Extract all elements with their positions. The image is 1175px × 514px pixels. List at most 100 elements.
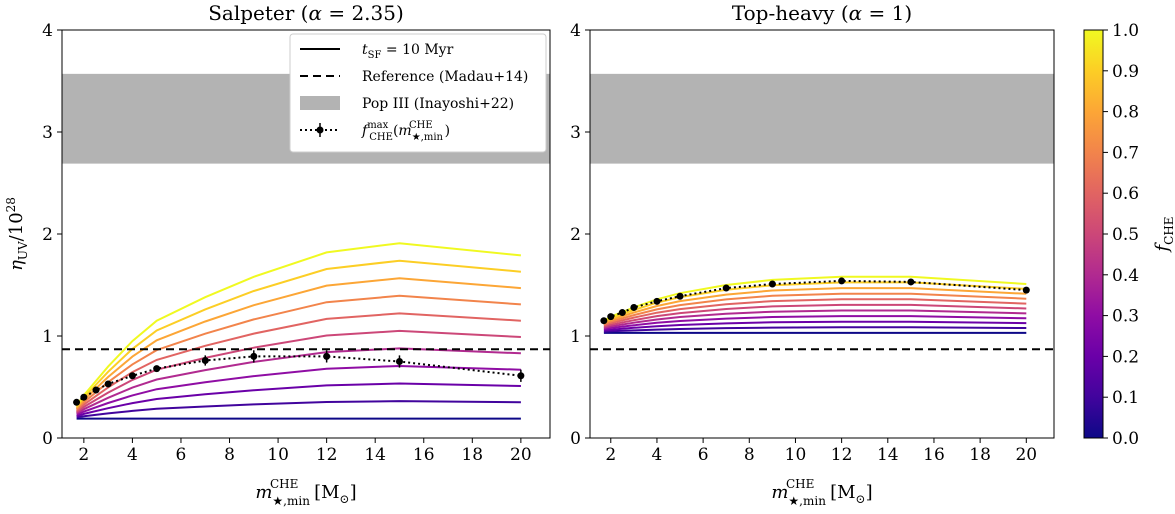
x-tick-label: 20 xyxy=(510,445,532,465)
fmax-point xyxy=(838,277,846,285)
x-tick-label: 2 xyxy=(78,445,89,465)
series-line-fche-0.5 xyxy=(76,329,521,413)
series-line-fche-0.3 xyxy=(76,364,521,416)
x-tick-label: 6 xyxy=(698,445,709,465)
legend-entry-fmax: fmax CHE(m★,minCHE) xyxy=(361,120,450,143)
series-line-fche-0.4 xyxy=(603,309,1027,329)
x-tick-label: 8 xyxy=(224,445,235,465)
legend-entry-reference: Reference (Madau+14) xyxy=(362,69,528,85)
fmax-point xyxy=(1022,286,1030,294)
x-tick-label: 20 xyxy=(1015,445,1037,465)
y-tick-label: 0 xyxy=(570,429,581,449)
series-line-fche-0.8 xyxy=(75,277,521,409)
x-tick-label: 12 xyxy=(831,445,853,465)
fmax-point xyxy=(92,386,100,394)
colorbar-tick-label: 0.6 xyxy=(1112,184,1139,204)
x-tick-label: 4 xyxy=(127,445,138,465)
x-tick-label: 14 xyxy=(877,445,899,465)
fmax-point xyxy=(73,398,81,406)
colorbar-tick-label: 0.5 xyxy=(1112,225,1139,245)
fmax-point xyxy=(250,352,258,360)
legend-band-swatch xyxy=(300,96,340,110)
series-line-fche-1.0 xyxy=(75,242,522,406)
fmax-point xyxy=(768,280,776,288)
y-tick-label: 1 xyxy=(570,327,581,347)
series-line-fche-0.9 xyxy=(75,259,521,408)
colorbar-tick-label: 0.1 xyxy=(1112,388,1139,408)
fmax-point xyxy=(907,278,915,286)
y-tick-label: 2 xyxy=(570,225,581,245)
series-line-fche-0.3 xyxy=(603,315,1027,331)
series-line-fche-0.2 xyxy=(76,382,521,417)
panel-top-heavy-title: Top-heavy (α = 1) xyxy=(732,1,912,25)
panel-salpeter-ylabel: ηUV/1028 xyxy=(4,197,30,271)
colorbar-tick-label: 0.8 xyxy=(1112,103,1139,123)
legend-entry-tsf: tSF = 10 Myr xyxy=(362,42,454,61)
x-tick-label: 10 xyxy=(785,445,807,465)
legend: tSF = 10 Myr Reference (Madau+14) Pop II… xyxy=(289,33,547,153)
x-tick-label: 6 xyxy=(176,445,187,465)
fmax-point xyxy=(104,380,112,388)
x-tick-label: 8 xyxy=(744,445,755,465)
fmax-point xyxy=(607,313,615,321)
fmax-point xyxy=(80,393,88,401)
colorbar-tick-label: 1.0 xyxy=(1112,21,1139,41)
legend-point-swatch xyxy=(316,126,324,134)
series-line-fche-0.1 xyxy=(603,326,1027,333)
colorbar-gradient xyxy=(1083,29,1104,439)
series-line-fche-0.6 xyxy=(603,298,1027,327)
y-tick-label: 4 xyxy=(570,21,581,41)
y-tick-label: 2 xyxy=(42,225,53,245)
fmax-point xyxy=(653,297,661,305)
fmax-point xyxy=(128,372,136,380)
x-tick-label: 4 xyxy=(652,445,663,465)
x-tick-label: 12 xyxy=(316,445,338,465)
fmax-curve xyxy=(76,355,522,404)
panel-salpeter-xlabel: m★,minCHE [M⊙] xyxy=(255,477,356,508)
y-tick-label: 3 xyxy=(42,123,53,143)
colorbar-tick-label: 0.9 xyxy=(1112,62,1139,82)
colorbar-tick-label: 0.3 xyxy=(1112,307,1139,327)
series-line-fche-0.5 xyxy=(603,303,1027,328)
fmax-point xyxy=(618,309,626,317)
x-tick-label: 18 xyxy=(461,445,483,465)
x-tick-label: 2 xyxy=(605,445,616,465)
legend-box xyxy=(289,33,547,153)
colorbar: 0.0 0.1 0.2 0.3 0.4 0.5 0.6 0.7 0.8 0.9 1.0 fCHE xyxy=(1083,21,1175,449)
x-tick-label: 18 xyxy=(969,445,991,465)
panel-top-heavy-plot-area xyxy=(590,73,1054,351)
colorbar-tick-label: 0.7 xyxy=(1112,143,1139,163)
colorbar-label: fCHE xyxy=(1152,216,1175,253)
legend-entry-pop3: Pop III (Inayoshi+22) xyxy=(362,96,514,112)
pop3-band xyxy=(590,73,1054,164)
colorbar-tick-label: 0.2 xyxy=(1112,347,1139,367)
x-tick-label: 16 xyxy=(413,445,435,465)
fmax-point xyxy=(517,372,525,380)
fmax-point xyxy=(323,352,331,360)
y-tick-label: 3 xyxy=(570,123,581,143)
y-tick-label: 1 xyxy=(42,327,53,347)
fmax-point xyxy=(600,317,608,325)
x-tick-label: 10 xyxy=(267,445,289,465)
fmax-point xyxy=(630,303,638,311)
colorbar-tick-label: 0.4 xyxy=(1112,266,1139,286)
panel-top-heavy-xlabel: m★,minCHE [M⊙] xyxy=(771,477,872,508)
fmax-point xyxy=(201,356,209,364)
series-line-fche-0.8 xyxy=(603,287,1027,325)
colorbar-ticks: 0.0 0.1 0.2 0.3 0.4 0.5 0.6 0.7 0.8 0.9 1.0 xyxy=(1103,21,1139,449)
fmax-point xyxy=(395,358,403,365)
series-line-fche-0.2 xyxy=(603,320,1027,332)
series-line-fche-0.6 xyxy=(75,312,521,412)
x-tick-label: 14 xyxy=(364,445,386,465)
fmax-point xyxy=(722,284,730,292)
fmax-point xyxy=(676,292,684,300)
y-tick-label: 0 xyxy=(42,429,53,449)
y-tick-label: 4 xyxy=(42,21,53,41)
series-line-fche-0.7 xyxy=(603,292,1027,326)
series-line-fche-0.1 xyxy=(76,400,521,419)
colorbar-tick-label: 0.0 xyxy=(1112,429,1139,449)
